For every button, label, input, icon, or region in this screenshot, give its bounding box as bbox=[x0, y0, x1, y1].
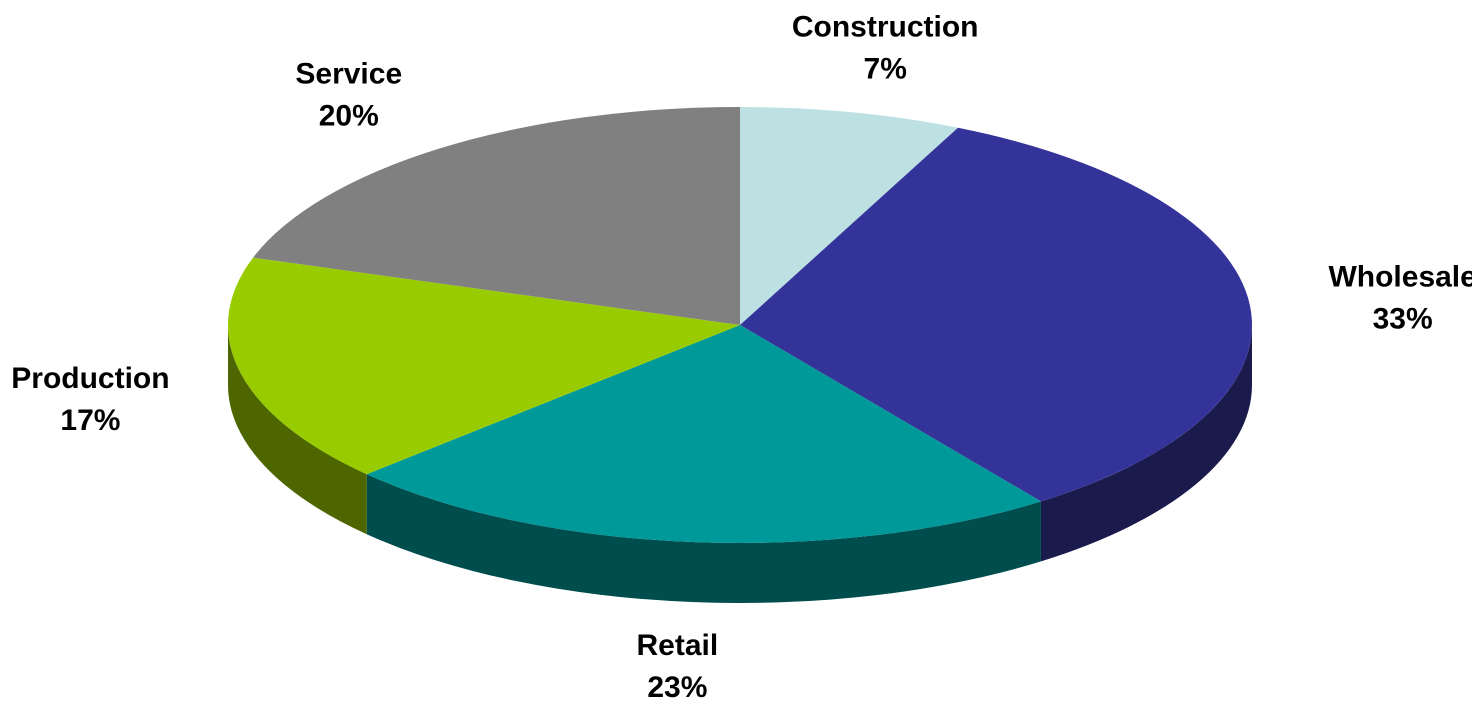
slice-value-label: 33% bbox=[1373, 302, 1433, 335]
slice-side bbox=[228, 325, 367, 535]
slice-label: Construction bbox=[792, 10, 979, 43]
slice-label: Retail bbox=[637, 629, 719, 662]
slice bbox=[740, 127, 1252, 502]
slice-label: Production bbox=[11, 362, 169, 395]
slice bbox=[228, 257, 740, 475]
slice-value-label: 23% bbox=[647, 671, 707, 704]
slice-label: Service bbox=[295, 58, 402, 91]
slice bbox=[366, 325, 1041, 543]
slice bbox=[253, 107, 740, 325]
slice-label: Wholesale bbox=[1328, 260, 1472, 293]
slice-value-label: 20% bbox=[319, 100, 379, 133]
slice-side bbox=[1040, 325, 1252, 562]
slice bbox=[740, 107, 958, 325]
slice-value-label: 17% bbox=[60, 404, 120, 437]
slice-side bbox=[366, 474, 1041, 603]
slice-value-label: 7% bbox=[864, 52, 907, 85]
